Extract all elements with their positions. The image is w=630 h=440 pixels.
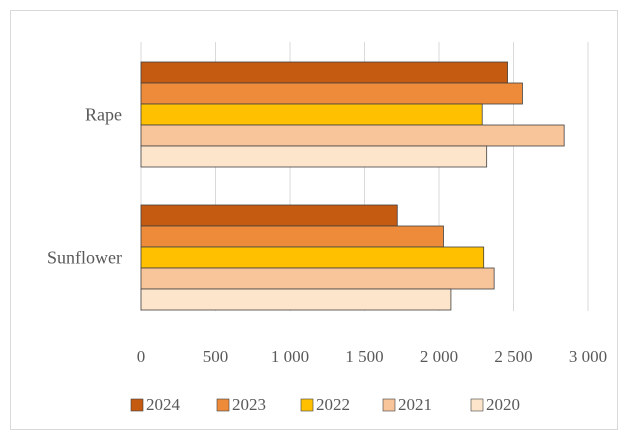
x-tick-label: 3 000: [569, 347, 607, 366]
category-label: Rape: [85, 105, 122, 125]
legend-swatch-2022: [300, 398, 314, 412]
legend-label: 2023: [232, 395, 266, 414]
x-tick-label: 1 500: [345, 347, 383, 366]
bar-sunflower-2022: [140, 246, 485, 269]
legend-label: 2021: [398, 395, 432, 414]
legend-swatch-2023: [216, 398, 230, 412]
x-tick-label: 2 500: [494, 347, 532, 366]
bar-rape-2022: [140, 103, 483, 126]
bar-rape-2023: [140, 82, 523, 105]
x-tick-label: 2 000: [420, 347, 458, 366]
bar-sunflower-2021: [140, 267, 495, 290]
axes: 0 500 1 000 1 500 2 000 2 500 3 000 Rape Sunflow…: [47, 105, 607, 367]
bar-rape-2021: [140, 124, 565, 147]
legend-swatch-2021: [382, 398, 396, 412]
bar-sunflower-2024: [140, 204, 398, 227]
x-tick-label: 1 000: [271, 347, 309, 366]
bar-rape-2020: [140, 145, 488, 168]
legend-label: 2020: [486, 395, 520, 414]
x-tick-label: 500: [203, 347, 229, 366]
legend-swatch-2020: [470, 398, 484, 412]
bar-sunflower-2020: [140, 288, 452, 311]
bar-rape-2024: [140, 61, 508, 84]
legend-swatch-2024: [130, 398, 144, 412]
x-tick-label: 0: [137, 347, 146, 366]
category-label: Sunflower: [47, 248, 122, 268]
legend-label: 2022: [316, 395, 350, 414]
bars: [140, 61, 565, 311]
legend-label: 2024: [146, 395, 181, 414]
legend: 2024 2023 2022 2021 2020: [130, 395, 520, 414]
bar-sunflower-2023: [140, 225, 444, 248]
